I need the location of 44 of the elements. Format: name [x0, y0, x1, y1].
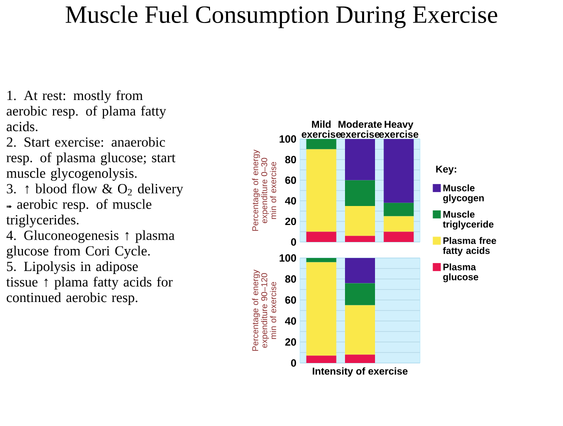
bar — [306, 232, 336, 242]
bar — [345, 354, 376, 363]
text: 1. At rest: mostly from aerobic resp. of plama fatty acids. — [6, 90, 166, 132]
bar — [345, 138, 376, 180]
bar — [306, 149, 336, 232]
bar — [306, 356, 336, 363]
bar — [345, 206, 376, 236]
text: 3. ↑ blood flow & O$_{2}$ delivery ➠ aerobic resp. of muscle triglycerides. — [6, 183, 184, 228]
bar — [384, 202, 414, 216]
legend-label: Muscle triglyceride — [442, 210, 494, 230]
y-tick-label: 80 — [285, 156, 296, 164]
y-axis-title: Percentage of energy expenditure 90–120 min of exercise — [252, 270, 276, 351]
legend-label: Plasma glucose — [443, 263, 478, 282]
bar — [345, 180, 376, 206]
bar — [345, 236, 376, 242]
y-tick-label: 40 — [285, 317, 296, 325]
y-tick-label: 100 — [280, 135, 296, 143]
y-tick-label: 80 — [285, 275, 296, 283]
y-tick-label: 60 — [285, 296, 296, 304]
bar — [345, 258, 376, 284]
y-tick-label: 40 — [285, 197, 296, 205]
y-tick-label: 20 — [285, 338, 296, 346]
bar — [306, 262, 336, 356]
bar — [345, 283, 376, 306]
y-axis-title: Percentage of energy expenditure 0–30 min of exercise — [252, 150, 276, 231]
y-tick-label: 20 — [285, 218, 296, 226]
x-axis-title: Intensity of exercise — [312, 367, 408, 377]
legend-title: Key: — [436, 166, 456, 175]
y-tick-label: 60 — [285, 176, 296, 184]
bar — [384, 138, 414, 203]
y-tick-label: 0 — [291, 238, 296, 246]
bar — [345, 305, 376, 355]
bar — [384, 232, 414, 242]
bar — [306, 258, 336, 262]
y-tick-label: 100 — [280, 254, 296, 262]
text: 4. Gluconeogenesis ↑ plasma glucose from Cori Cycle. — [6, 230, 175, 258]
y-tick-label: 0 — [291, 359, 296, 367]
legend-label: Plasma free fatty acids — [442, 237, 496, 256]
legend-label: Muscle glycogen — [443, 184, 484, 204]
bar — [384, 216, 414, 232]
bar — [306, 138, 336, 150]
chart-title: Muscle Fuel Consumption During Exercise — [66, 6, 498, 28]
text: 2. Start exercise: anaerobic resp. of plasma glucose; start muscle glycogenolysis. — [6, 136, 176, 181]
text: 5. Lipolysis in adipose tissue ↑ plama fatty acids for continued aerobic resp. — [6, 261, 173, 306]
